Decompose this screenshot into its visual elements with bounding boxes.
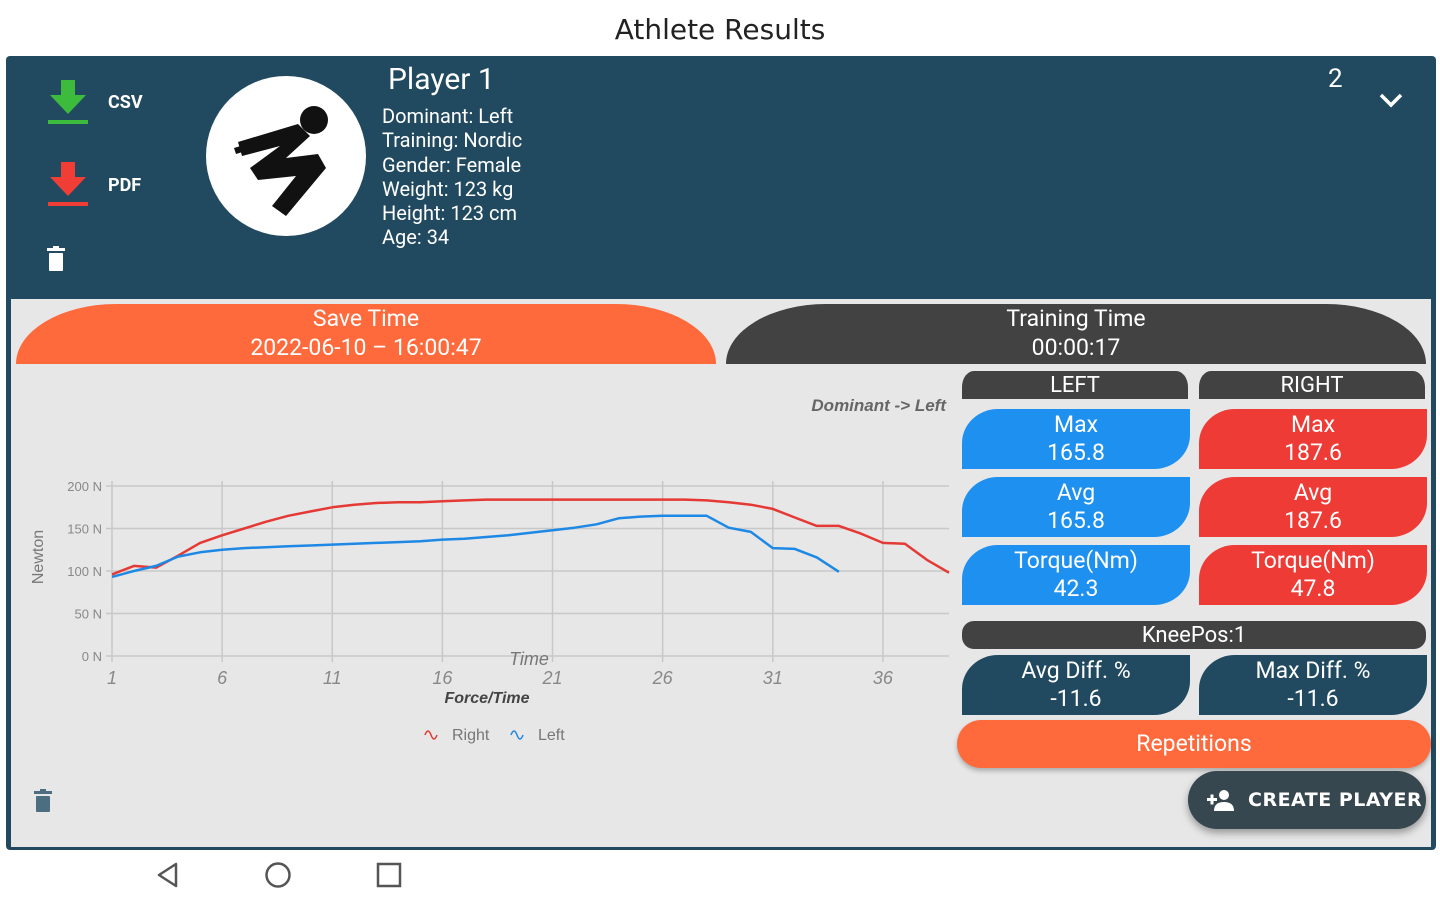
left-max-label: Max: [1053, 411, 1098, 438]
back-icon[interactable]: [154, 860, 184, 890]
pdf-label[interactable]: PDF: [108, 175, 142, 196]
legend-left-swatch: [510, 730, 524, 740]
left-torque-card: Torque(Nm) 42.3: [962, 545, 1190, 605]
chart-series: [111, 498, 950, 579]
info-age: Age: 34: [382, 225, 450, 250]
info-dominant: Dominant: Left: [382, 104, 514, 128]
x-tick-label: 21: [542, 668, 563, 688]
y-axis-label: Newton: [30, 530, 47, 584]
add-person-icon: [1207, 790, 1234, 811]
max-diff-value: -11.6: [1287, 685, 1339, 712]
info-height: Height: 123 cm: [382, 201, 518, 226]
x-tick-label: 31: [763, 668, 783, 688]
max-diff-card: Max Diff. % -11.6: [1199, 655, 1427, 715]
right-max-label: Max: [1290, 411, 1335, 438]
x-axis-label: Time: [509, 649, 549, 669]
system-nav-bar: [0, 850, 1440, 900]
x-tick-label: 16: [432, 668, 453, 688]
x-tick-label: 6: [217, 668, 228, 688]
result-body: Save Time 2022-06-10 – 16:00:47 Training…: [11, 299, 1431, 847]
athlete-logo-icon: [234, 106, 328, 216]
create-player-button[interactable]: CREATE PLAYER: [1188, 771, 1426, 829]
max-diff-label: Max Diff. %: [1255, 657, 1371, 684]
dominant-note: Dominant -> Left: [811, 396, 947, 415]
right-torque-label: Torque(Nm): [1251, 547, 1375, 574]
trash-icon[interactable]: [46, 246, 66, 272]
chart-grid: [106, 481, 949, 662]
legend-left-label: Left: [538, 727, 565, 744]
left-avg-card: Avg 165.8: [962, 477, 1190, 537]
right-avg-value: 187.6: [1284, 507, 1342, 534]
left-avg-value: 165.8: [1047, 507, 1105, 534]
save-time-value: 2022-06-10 – 16:00:47: [250, 334, 482, 361]
right-avg-card: Avg 187.6: [1199, 477, 1427, 537]
avatar: [206, 76, 366, 236]
y-tick-label: 150 N: [67, 522, 102, 537]
x-axis-ticks: 1 6 11 16 21 26 31 36: [107, 668, 894, 688]
y-axis-ticks: 0 N 50 N 100 N 150 N 200 N: [67, 479, 102, 664]
download-red-icon[interactable]: [46, 160, 90, 208]
y-tick-label: 100 N: [67, 564, 102, 579]
chart-legend: Right Left: [424, 727, 565, 744]
player-card: CSV PDF Player 1 Dominant: Left Training…: [6, 56, 1436, 850]
x-tick-label: 1: [107, 668, 117, 688]
left-torque-value: 42.3: [1053, 575, 1099, 602]
left-torque-label: Torque(Nm): [1014, 547, 1138, 574]
right-torque-value: 47.8: [1290, 575, 1336, 602]
avg-diff-card: Avg Diff. % -11.6: [962, 655, 1190, 715]
save-time-header: Save Time 2022-06-10 – 16:00:47: [16, 304, 716, 364]
legend-right-label: Right: [452, 727, 490, 744]
x-tick-label: 26: [652, 668, 674, 688]
y-tick-label: 200 N: [67, 479, 102, 494]
create-player-label: CREATE PLAYER: [1248, 789, 1423, 811]
y-tick-label: 0 N: [82, 649, 102, 664]
training-time-value: 00:00:17: [1031, 334, 1121, 361]
knee-position: KneePos:1: [962, 621, 1426, 649]
training-time-header: Training Time 00:00:17: [726, 304, 1426, 364]
right-max-card: Max 187.6: [1199, 409, 1427, 469]
repetitions-button[interactable]: Repetitions: [957, 720, 1431, 768]
left-max-value: 165.8: [1047, 439, 1105, 466]
series-line-right: [111, 498, 950, 576]
right-torque-card: Torque(Nm) 47.8: [1199, 545, 1427, 605]
y-tick-label: 50 N: [75, 607, 102, 622]
right-max-value: 187.6: [1284, 439, 1342, 466]
trash-icon[interactable]: [33, 789, 53, 813]
save-time-label: Save Time: [312, 305, 420, 332]
right-column-header: RIGHT: [1199, 371, 1425, 399]
x-tick-label: 11: [323, 668, 342, 688]
legend-right-swatch: [424, 730, 438, 740]
session-count: 2: [1328, 64, 1343, 94]
info-weight: Weight: 123 kg: [382, 176, 514, 201]
player-info: Dominant: Left Training: Nordic Gender: …: [382, 104, 522, 250]
series-line-left: [111, 514, 840, 579]
avg-diff-value: -11.6: [1050, 685, 1102, 712]
home-icon[interactable]: [263, 860, 293, 890]
info-training: Training: Nordic: [382, 128, 523, 153]
chevron-down-icon[interactable]: [1376, 88, 1406, 112]
right-avg-label: Avg: [1293, 479, 1333, 506]
x-tick-label: 36: [873, 668, 894, 688]
left-avg-label: Avg: [1056, 479, 1096, 506]
csv-label[interactable]: CSV: [108, 92, 143, 113]
left-column-header: LEFT: [962, 371, 1188, 399]
player-name: Player 1: [388, 62, 495, 97]
info-gender: Gender: Female: [382, 152, 522, 177]
left-max-card: Max 165.8: [962, 409, 1190, 469]
avg-diff-label: Avg Diff. %: [1021, 657, 1131, 684]
recents-icon[interactable]: [374, 860, 404, 890]
download-green-icon[interactable]: [46, 78, 90, 126]
page-title: Athlete Results: [614, 12, 826, 46]
chart-title: Force/Time: [444, 690, 529, 707]
player-header: CSV PDF Player 1 Dominant: Left Training…: [6, 56, 1436, 296]
training-time-label: Training Time: [1006, 305, 1146, 332]
